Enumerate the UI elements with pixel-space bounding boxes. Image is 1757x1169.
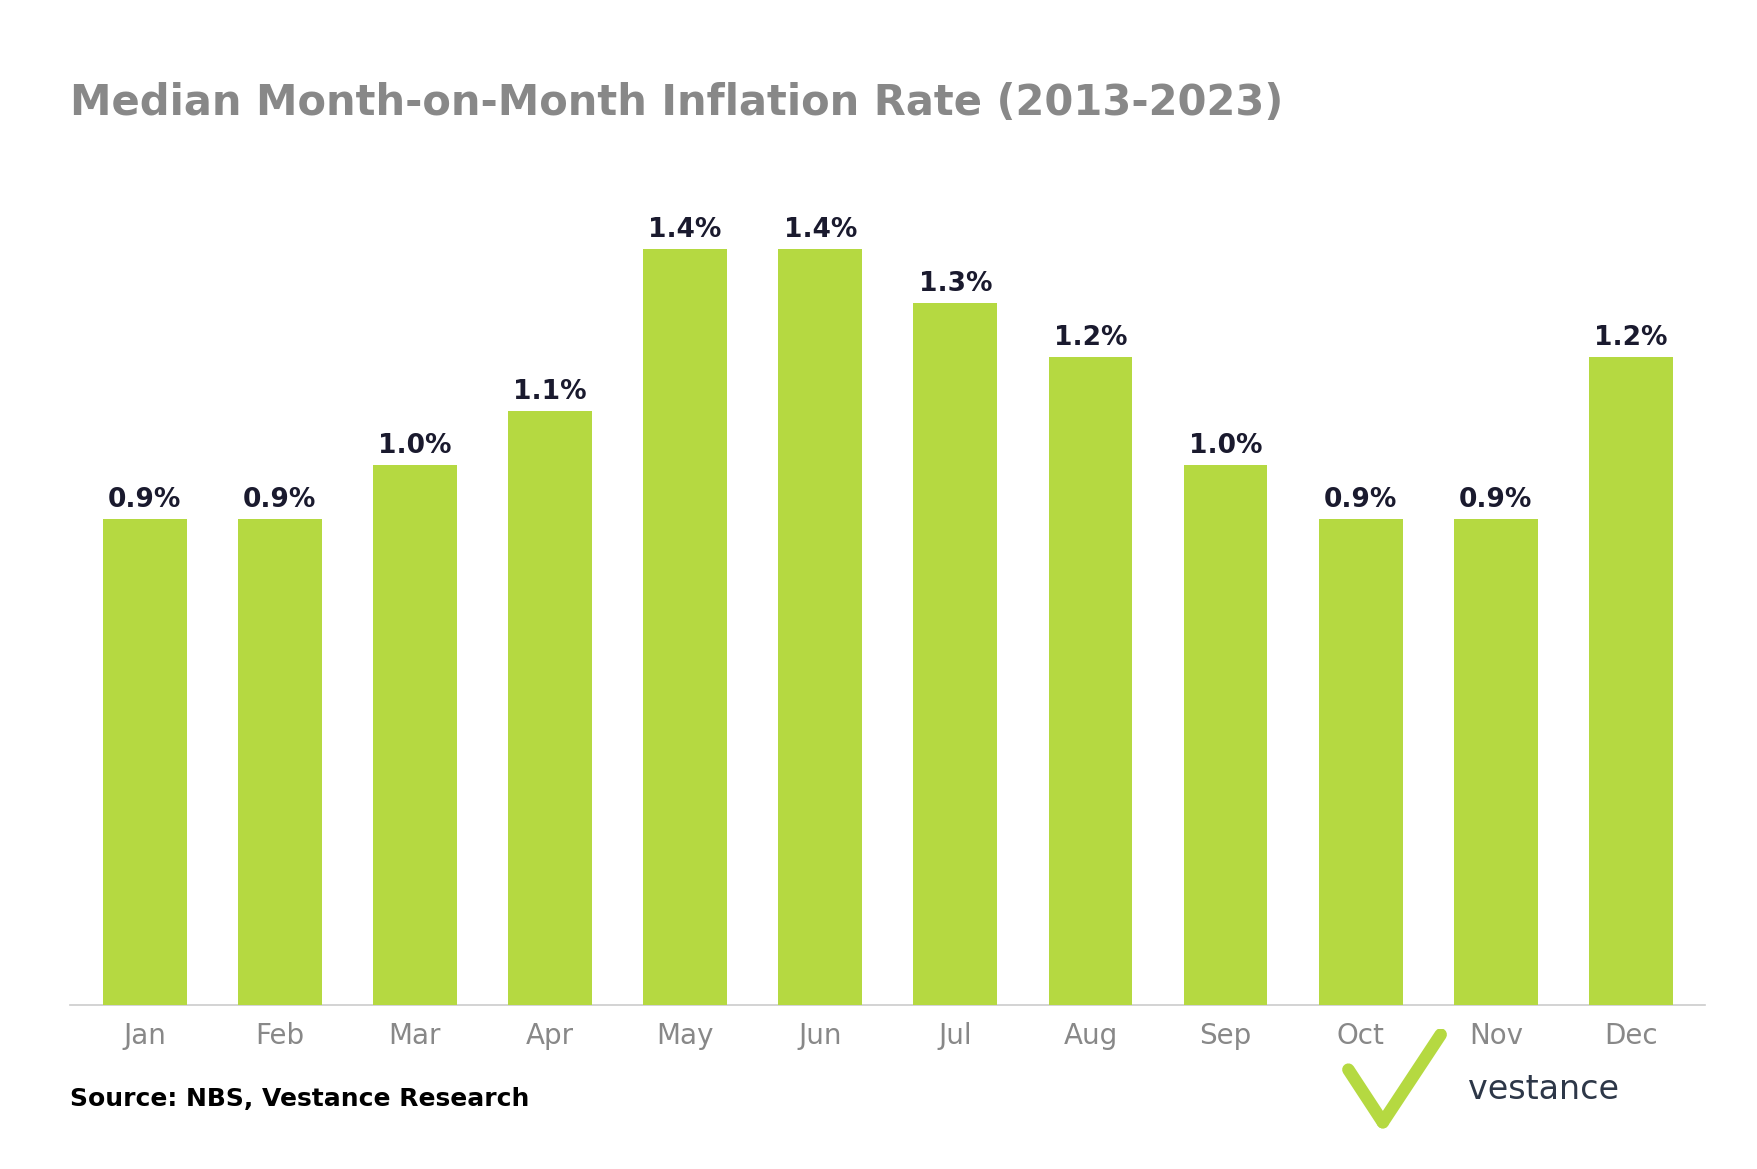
Bar (237, 519, 322, 1005)
Text: 1.2%: 1.2% (1052, 325, 1126, 351)
Text: 0.9%: 0.9% (1458, 486, 1532, 513)
Text: vestance: vestance (1467, 1073, 1618, 1106)
Bar (1318, 519, 1402, 1005)
Text: 1.4%: 1.4% (784, 216, 856, 243)
Text: 1.1%: 1.1% (513, 379, 587, 404)
Text: Median Month-on-Month Inflation Rate (2013-2023): Median Month-on-Month Inflation Rate (20… (70, 82, 1283, 124)
Bar (1047, 358, 1132, 1005)
Text: 1.2%: 1.2% (1594, 325, 1667, 351)
Text: 0.9%: 0.9% (1323, 486, 1397, 513)
Bar (102, 519, 186, 1005)
Text: 1.0%: 1.0% (1188, 433, 1262, 458)
Bar (914, 303, 996, 1005)
Bar (1588, 358, 1673, 1005)
Text: 1.0%: 1.0% (378, 433, 452, 458)
Bar (778, 249, 861, 1005)
Text: 0.9%: 0.9% (242, 486, 316, 513)
Bar (643, 249, 727, 1005)
Text: 1.4%: 1.4% (648, 216, 722, 243)
Bar (1453, 519, 1537, 1005)
Bar (372, 465, 457, 1005)
Text: 0.9%: 0.9% (107, 486, 181, 513)
Bar (508, 411, 592, 1005)
Bar (1182, 465, 1267, 1005)
Text: 1.3%: 1.3% (919, 271, 991, 297)
Text: Source: NBS, Vestance Research: Source: NBS, Vestance Research (70, 1087, 529, 1111)
